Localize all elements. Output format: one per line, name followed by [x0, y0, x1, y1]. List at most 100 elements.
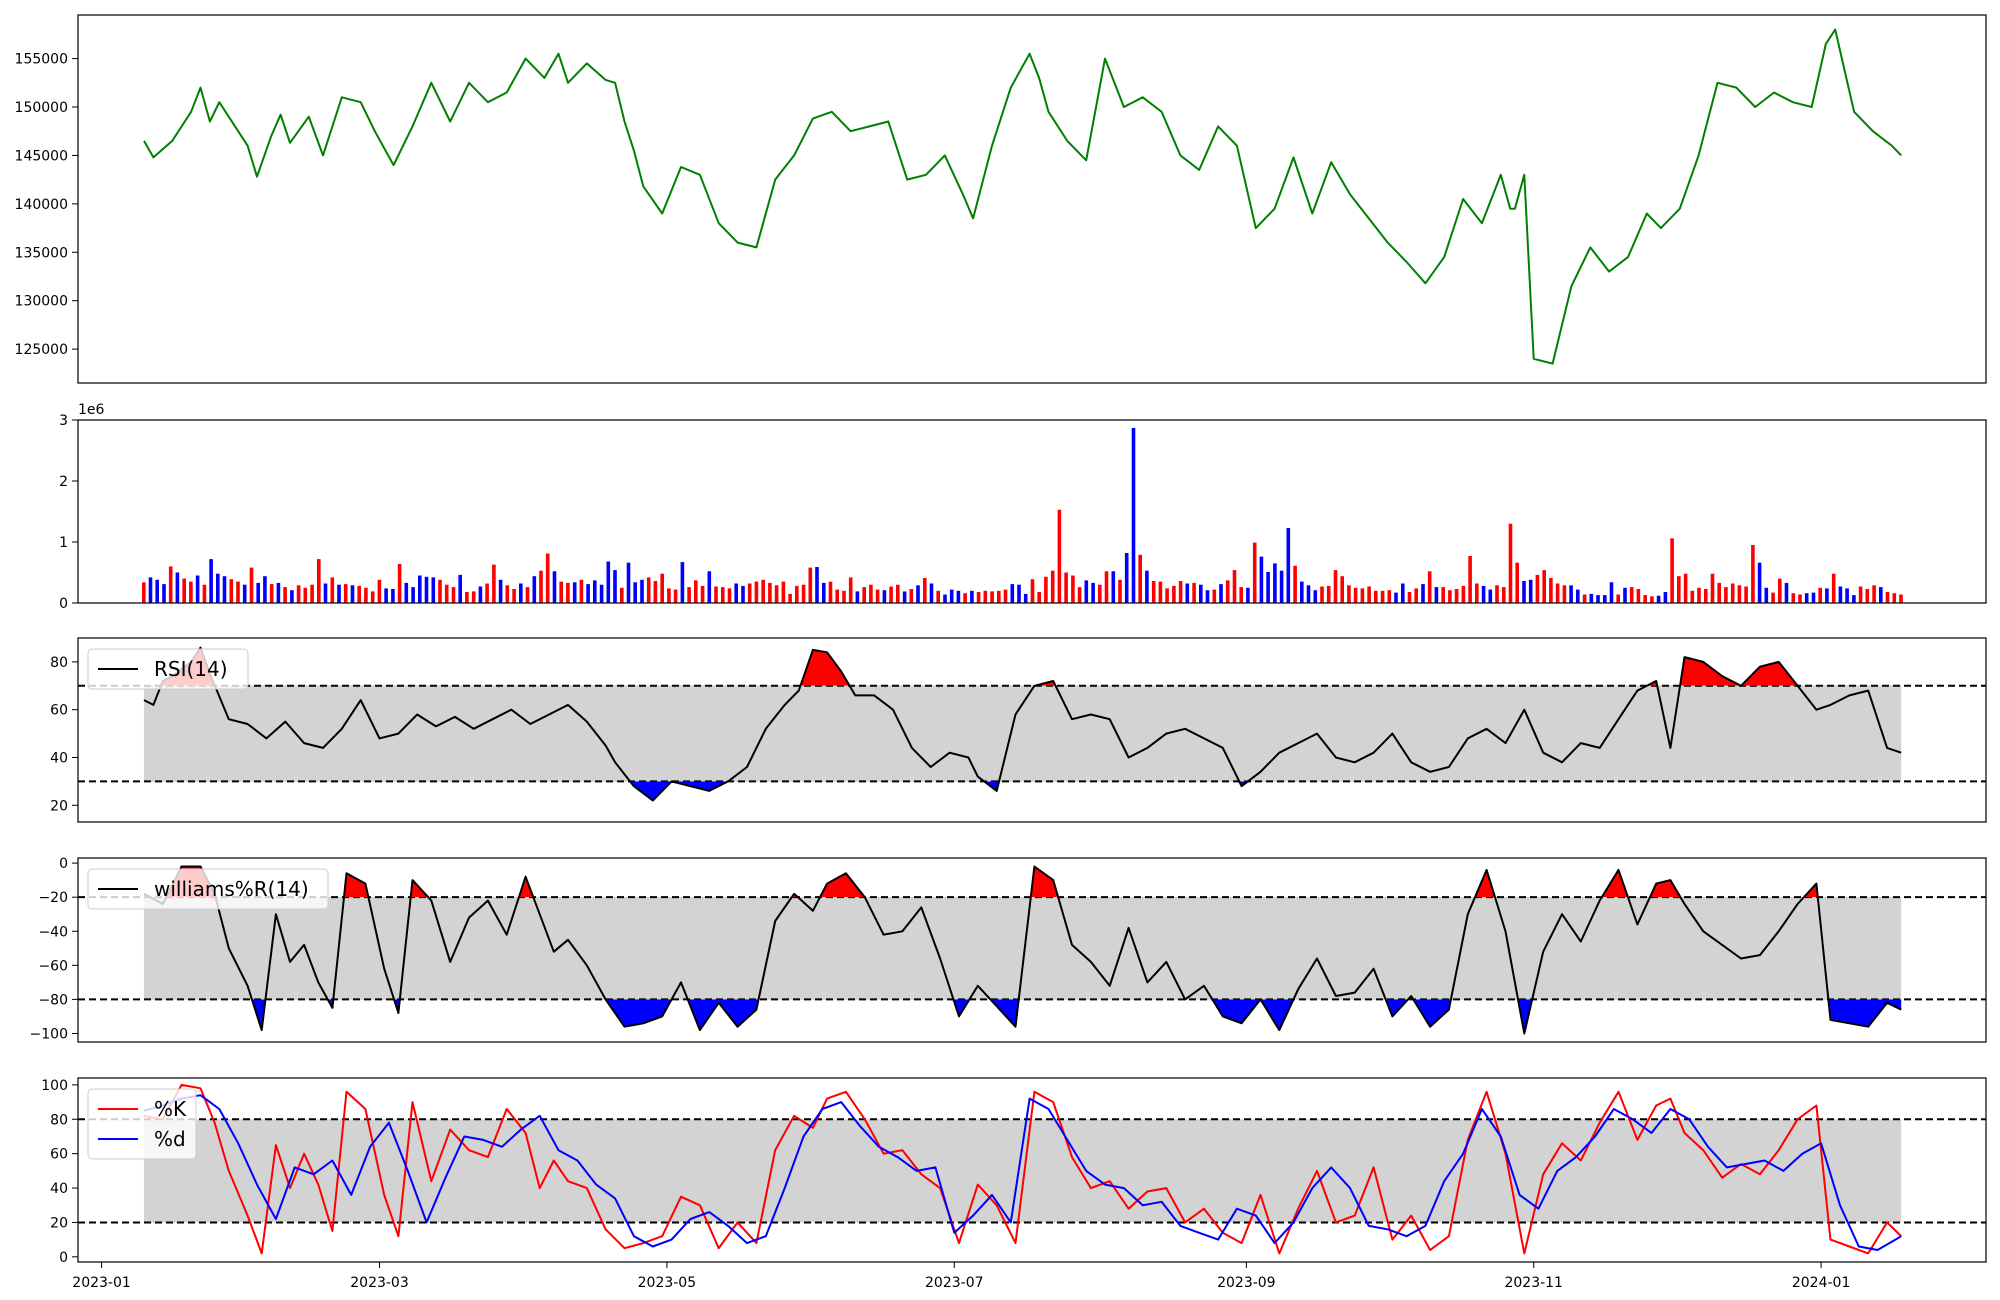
volume-bar	[1017, 584, 1021, 603]
volume-bar	[761, 579, 765, 603]
volume-bar	[815, 567, 819, 603]
volume-bar	[970, 590, 974, 603]
volume-bar	[741, 585, 745, 603]
volume-bar	[848, 577, 853, 603]
volume-bar	[599, 584, 604, 603]
volume-bar	[1023, 593, 1028, 603]
volume-bar	[1704, 589, 1708, 603]
volume-plot-frame	[77, 419, 1987, 604]
legend-box	[87, 1088, 197, 1160]
volume-bar	[909, 589, 914, 603]
volume-bar	[1165, 588, 1169, 603]
volume-bar	[458, 574, 462, 603]
volume-bar	[680, 562, 685, 603]
volume-bar	[747, 583, 752, 603]
volume-bar	[889, 586, 893, 603]
y-tick-label: 135000	[15, 245, 68, 261]
volume-bar	[1077, 587, 1082, 603]
volume-bar	[1394, 592, 1398, 603]
volume-bar	[1555, 583, 1560, 603]
volume-bar	[869, 584, 873, 603]
volume-bar	[902, 591, 907, 603]
volume-bar	[1266, 571, 1270, 603]
volume-bar	[1367, 586, 1371, 603]
volume-bar	[1791, 593, 1796, 603]
volume-bar	[707, 571, 712, 603]
volume-bar	[391, 589, 395, 603]
volume-bar	[1778, 578, 1782, 603]
volume-bar	[283, 587, 287, 603]
volume-bar	[1414, 588, 1418, 603]
volume-bar	[545, 553, 550, 603]
volume-bar	[1468, 556, 1472, 603]
volume-bar	[1643, 595, 1647, 603]
volume-bar	[1326, 585, 1331, 603]
williams-oversold-fill	[251, 999, 1902, 1034]
volume-bar	[182, 578, 186, 603]
volume-bar	[1771, 592, 1775, 603]
volume-bar	[1205, 590, 1210, 603]
rsi-band	[143, 685, 1902, 782]
volume-bar	[1118, 579, 1122, 603]
legend-label: %K	[154, 1097, 187, 1121]
x-tick-label: 2023-01	[72, 1275, 131, 1291]
volume-bar	[195, 575, 200, 603]
volume-bar	[822, 582, 826, 603]
volume-bar	[1306, 585, 1311, 603]
volume-bar	[660, 573, 664, 603]
volume-bar	[444, 584, 449, 603]
volume-bar	[1495, 585, 1499, 603]
volume-bar	[1273, 563, 1277, 603]
volume-bar	[249, 567, 254, 603]
volume-bar	[990, 591, 994, 603]
volume-bar	[1811, 592, 1816, 603]
volume-bar	[175, 572, 180, 603]
volume-bar	[1427, 571, 1432, 603]
volume-bar	[1502, 587, 1506, 603]
volume-bar	[1192, 582, 1196, 603]
volume-bar	[781, 581, 786, 603]
volume-bar	[1098, 584, 1102, 603]
volume-bar	[613, 570, 617, 603]
volume-bar	[566, 582, 570, 603]
volume-bar	[976, 592, 981, 603]
volume-bar	[478, 586, 483, 603]
volume-bar	[1003, 589, 1008, 603]
volume-bar	[896, 584, 900, 603]
x-tick-label: 2023-09	[1217, 1275, 1276, 1291]
volume-bar	[1603, 595, 1607, 603]
legend-label: williams%R(14)	[154, 877, 309, 901]
volume-bar	[875, 589, 880, 603]
williams-r-line	[143, 865, 1902, 1035]
volume-bar	[1730, 583, 1735, 603]
volume-bar	[1656, 595, 1661, 603]
volume-bar	[384, 588, 388, 603]
williams-y-axis: −100 −80 −60 −40 −20 0	[30, 856, 78, 1042]
volume-bar	[1037, 592, 1041, 603]
volume-bar	[263, 576, 267, 603]
volume-bar	[1865, 589, 1870, 603]
volume-bar	[269, 584, 274, 603]
volume-bar	[653, 581, 658, 603]
volume-bar	[1650, 596, 1654, 603]
volume-bar	[572, 582, 577, 603]
volume-bar	[539, 570, 543, 603]
volume-bar	[1071, 575, 1075, 603]
volume-bar	[256, 582, 260, 603]
volume-bar	[734, 583, 738, 603]
volume-bar	[727, 588, 732, 603]
volume-bar	[768, 582, 772, 603]
volume-bar	[1899, 594, 1903, 603]
y-tick-label: −60	[38, 958, 68, 974]
volume-bar	[492, 564, 496, 603]
volume-bar	[586, 584, 590, 603]
y-tick-label: 130000	[15, 294, 68, 310]
volume-bar	[242, 584, 247, 603]
volume-bar	[1347, 585, 1351, 603]
volume-bar	[1804, 593, 1809, 603]
rsi-line	[143, 646, 1902, 802]
volume-bar	[1569, 585, 1573, 603]
volume-bar	[983, 590, 988, 603]
y-tick-label: −20	[38, 890, 68, 906]
volume-bar	[1441, 587, 1445, 603]
